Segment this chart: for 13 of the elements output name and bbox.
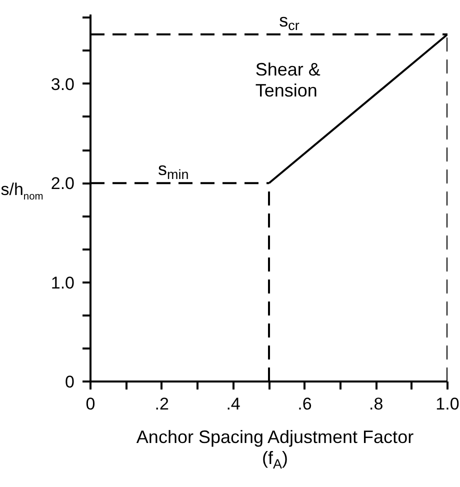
x-tick-label: .4 bbox=[226, 394, 240, 414]
x-tick-label: 0 bbox=[86, 394, 96, 414]
y-tick-label: 3.0 bbox=[50, 74, 75, 94]
y-axis-title: s/h$_{nom}$ bbox=[0, 180, 44, 204]
x-tick-label: .6 bbox=[298, 394, 312, 414]
y-tick-label: 1.0 bbox=[50, 273, 75, 292]
x-tick-label: .8 bbox=[369, 394, 384, 414]
x-tick-label: 1.0 bbox=[436, 394, 460, 414]
y-tick-label: 0 bbox=[65, 372, 75, 392]
annotation: Shear & Tension bbox=[255, 60, 320, 100]
x-tick-label: .2 bbox=[154, 394, 169, 414]
y-tick-label: 2.0 bbox=[50, 174, 75, 194]
x-axis-title: Anchor Spacing Adjustment Factor (f$_{A}$) bbox=[136, 427, 414, 472]
